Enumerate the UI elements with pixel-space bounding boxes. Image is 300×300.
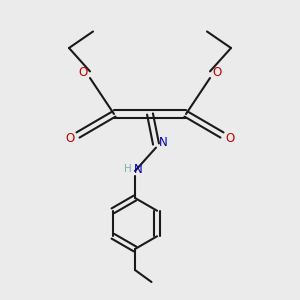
Text: O: O: [79, 66, 88, 79]
Text: O: O: [66, 131, 75, 145]
Text: O: O: [212, 66, 221, 79]
Text: H: H: [124, 164, 131, 175]
Text: N: N: [159, 136, 168, 149]
Text: N: N: [134, 163, 142, 176]
Text: O: O: [225, 131, 234, 145]
